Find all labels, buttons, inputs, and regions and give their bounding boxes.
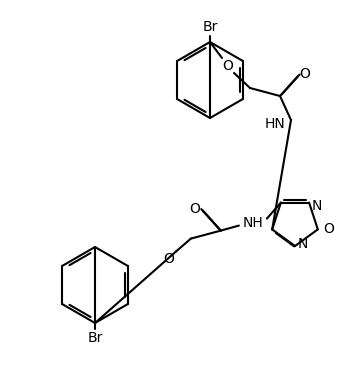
Text: O: O — [222, 59, 233, 73]
Text: N: N — [312, 199, 323, 212]
Text: Br: Br — [202, 20, 218, 34]
Text: O: O — [323, 223, 334, 237]
Text: O: O — [163, 252, 174, 265]
Text: Br: Br — [87, 331, 103, 345]
Text: N: N — [298, 237, 308, 251]
Text: O: O — [189, 202, 200, 215]
Text: HN: HN — [265, 117, 285, 131]
Text: NH: NH — [242, 215, 263, 230]
Text: O: O — [300, 67, 310, 81]
